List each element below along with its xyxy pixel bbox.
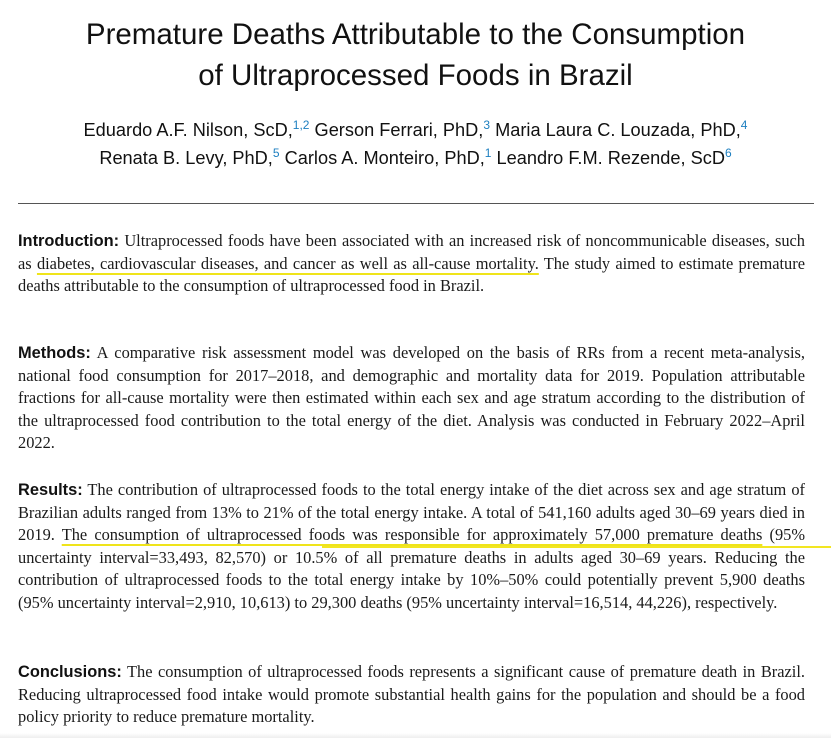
title-line-1: Premature Deaths Attributable to the Con… (85, 18, 746, 51)
affiliation-link[interactable]: 4 (740, 118, 748, 132)
results-label: Results: (18, 481, 83, 499)
author-list: Eduardo A.F. Nilson, ScD,1,2 Gerson Ferr… (0, 116, 831, 172)
introduction-text-2: The study aimed to estimate premature de… (18, 253, 805, 296)
introduction-label: Introduction: (18, 232, 120, 250)
author-name: Gerson Ferrari, PhD, (314, 120, 484, 140)
affiliation-link[interactable]: 1,2 (292, 118, 310, 132)
results-highlight: The consumption of ultraprocessed foods … (61, 525, 763, 545)
abstract-methods: Methods: A comparative risk assessment m… (18, 342, 805, 455)
title-line-2: of Ultraprocessed Foods in Brazil (198, 59, 633, 92)
author-name: Renata B. Levy, PhD, (99, 148, 273, 168)
conclusions-label: Conclusions: (18, 663, 122, 681)
results-text: The contribution of ultraprocessed foods… (18, 480, 805, 545)
author-name: Carlos A. Monteiro, PhD, (284, 148, 485, 168)
results-text-2: (95% uncertainty interval=33,493, 82,570… (18, 525, 805, 612)
introduction-text: Ultraprocessed foods have been associate… (18, 231, 805, 273)
author-line-2: Renata B. Levy, PhD,5 Carlos A. Monteiro… (0, 144, 831, 172)
highlight-marker (322, 546, 831, 548)
author-line-1: Eduardo A.F. Nilson, ScD,1,2 Gerson Ferr… (0, 116, 831, 144)
affiliation-link[interactable]: 6 (725, 146, 732, 160)
paper-title: Premature Deaths Attributable to the Con… (0, 14, 831, 96)
methods-text: A comparative risk assessment model was … (18, 343, 805, 453)
page-edge (0, 733, 831, 738)
section-divider (18, 203, 814, 204)
affiliation-link[interactable]: 5 (272, 146, 280, 160)
abstract-introduction: Introduction: Ultraprocessed foods have … (18, 230, 805, 298)
abstract-conclusions: Conclusions: The consumption of ultrapro… (18, 661, 805, 729)
author-name: Eduardo A.F. Nilson, ScD, (83, 120, 293, 140)
affiliation-link[interactable]: 1 (484, 146, 492, 160)
conclusions-text: The consumption of ultraprocessed foods … (18, 662, 805, 727)
affiliation-link[interactable]: 3 (483, 118, 491, 132)
methods-label: Methods: (18, 344, 91, 362)
author-name: Leandro F.M. Rezende, ScD (496, 148, 725, 168)
introduction-highlight: diabetes, cardiovascular diseases, and c… (36, 253, 539, 273)
author-name: Maria Laura C. Louzada, PhD, (495, 120, 741, 140)
abstract-results: Results: The contribution of ultraproces… (18, 479, 805, 615)
